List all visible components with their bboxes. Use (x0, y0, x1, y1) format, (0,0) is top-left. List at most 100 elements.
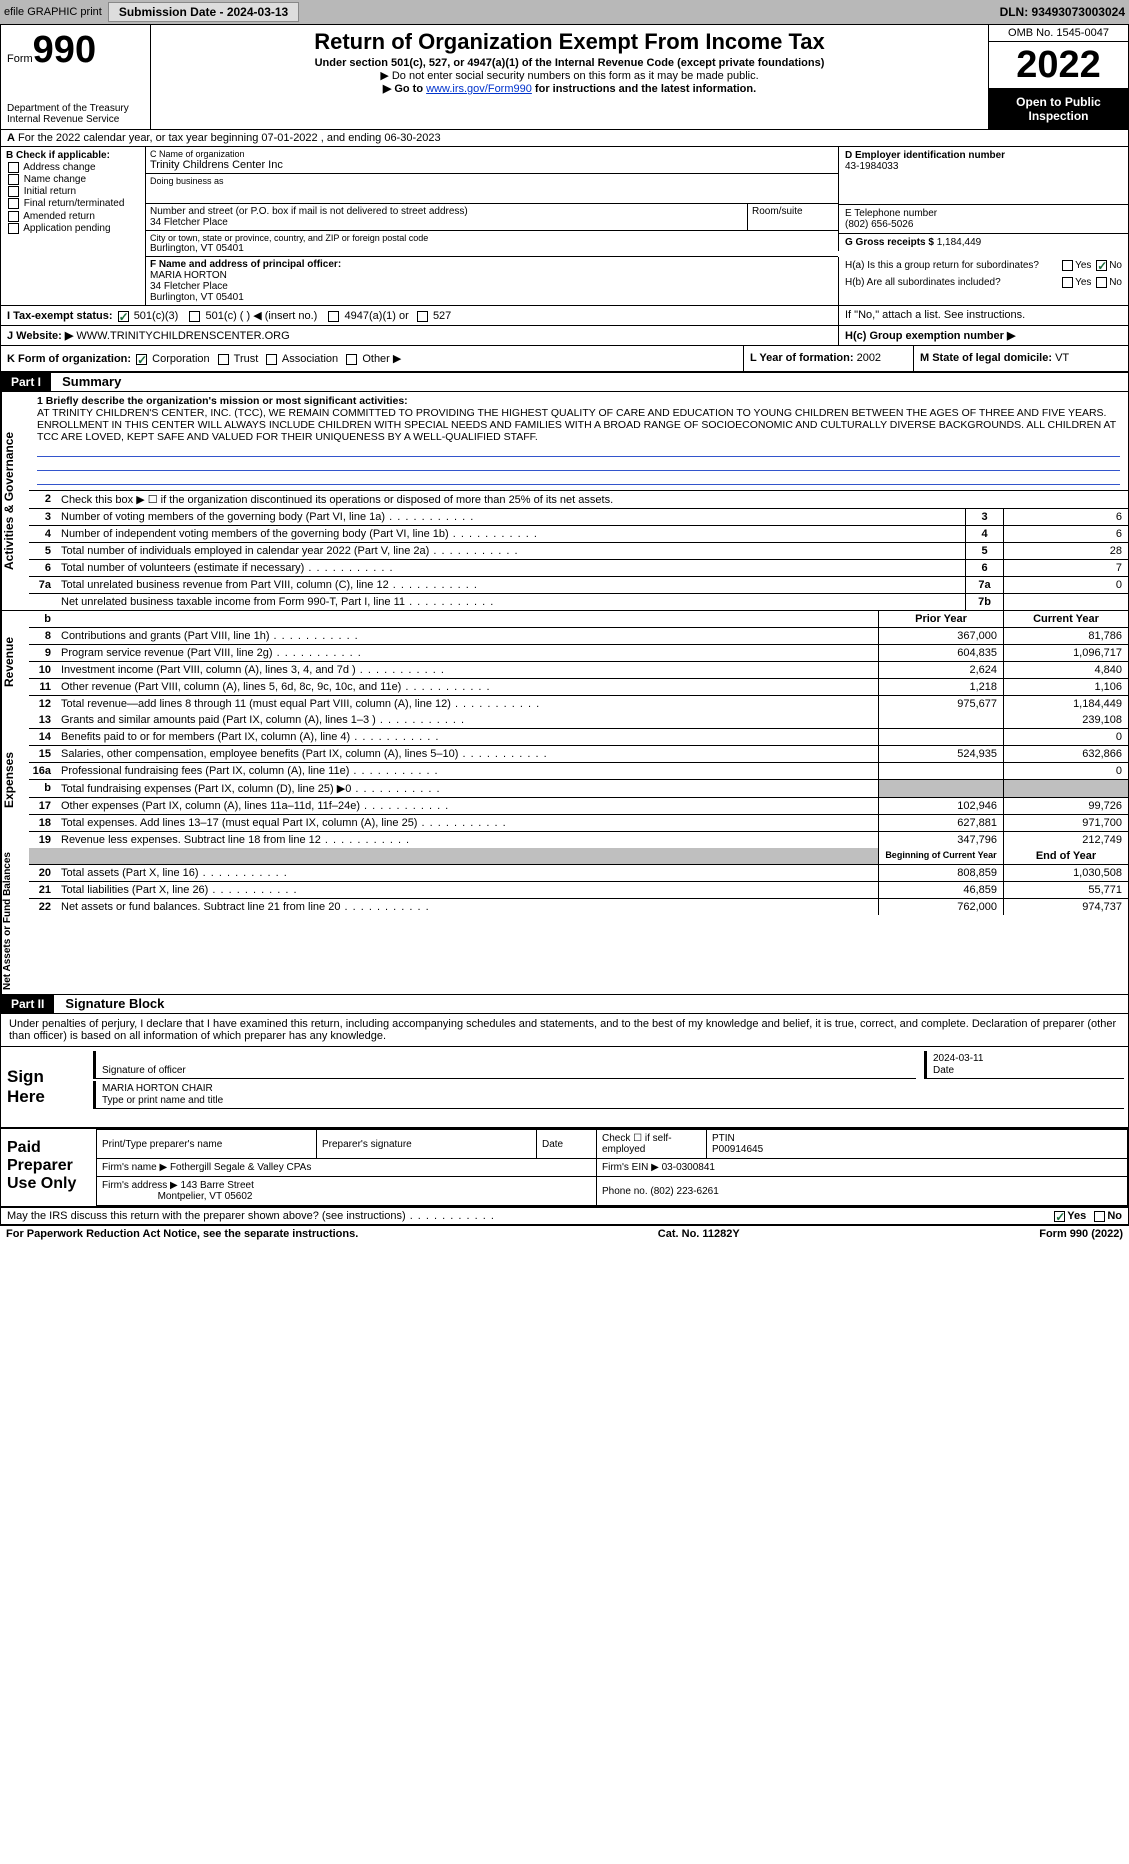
top-bar: efile GRAPHIC print Submission Date - 20… (0, 0, 1129, 24)
subtitle-3: ▶ Go to www.irs.gov/Form990 for instruct… (159, 82, 980, 95)
chk-name-change[interactable]: Name change (6, 174, 140, 185)
discuss-row: May the IRS discuss this return with the… (1, 1208, 1128, 1225)
i-row: I Tax-exempt status: 501(c)(3) 501(c) ( … (1, 306, 1128, 326)
col-h: H(a) Is this a group return for subordin… (838, 257, 1128, 305)
street-lbl: Number and street (or P.O. box if mail i… (150, 206, 743, 217)
officer-name: MARIA HORTON (150, 270, 227, 281)
ag-main: 1 Briefly describe the organization's mi… (29, 392, 1128, 610)
k-left: K Form of organization: Corporation Trus… (1, 346, 743, 371)
street-val: 34 Fletcher Place (150, 217, 743, 228)
hc-cell: H(c) Group exemption number ▶ (838, 326, 1128, 345)
sig-date-line: 2024-03-11 Date (924, 1051, 1124, 1079)
room-suite: Room/suite (748, 204, 838, 230)
j-lbl: J Website: ▶ (7, 330, 73, 342)
line-15: 15 Salaries, other compensation, employe… (29, 746, 1128, 763)
chk-initial[interactable]: Initial return (6, 186, 140, 197)
chk-final[interactable]: Final return/terminated (6, 198, 140, 209)
pra-footer: For Paperwork Reduction Act Notice, see … (0, 1226, 1129, 1242)
e-lbl: E Telephone number (845, 208, 937, 219)
col-b: B Check if applicable: Address change Na… (1, 147, 146, 305)
chk-app-pending[interactable]: Application pending (6, 223, 140, 234)
sig-lbl: Signature of officer (102, 1065, 910, 1076)
dba-lbl: Doing business as (150, 176, 834, 186)
b-title: B Check if applicable: (6, 150, 110, 161)
irs-link[interactable]: www.irs.gov/Form990 (426, 83, 532, 95)
prep-right: Print/Type preparer's name Preparer's si… (96, 1129, 1128, 1206)
discuss-no-chk[interactable] (1094, 1211, 1105, 1222)
chk-501c[interactable] (189, 311, 200, 322)
subtitle-1: Under section 501(c), 527, or 4947(a)(1)… (159, 57, 980, 69)
discuss-yes-chk[interactable] (1054, 1211, 1065, 1222)
side-ag: Activities & Governance (1, 392, 29, 610)
city-val: Burlington, VT 05401 (150, 243, 834, 254)
h-a: H(a) Is this a group return for subordin… (839, 257, 1128, 274)
ag-line-3: 3 Number of voting members of the govern… (29, 509, 1128, 526)
k-o1: Corporation (152, 353, 209, 365)
current-year-hdr: Current Year (1003, 611, 1128, 628)
k-row: K Form of organization: Corporation Trus… (1, 346, 1128, 373)
ein-val: 43-1984033 (845, 161, 898, 172)
line-19: 19 Revenue less expenses. Subtract line … (29, 832, 1128, 848)
firm-lbl: Firm's name ▶ (102, 1162, 167, 1173)
open-to-public: Open to Public Inspection (989, 89, 1128, 129)
submission-date-button[interactable]: Submission Date - 2024-03-13 (108, 2, 299, 22)
chk-assoc[interactable] (266, 354, 277, 365)
chk-other[interactable] (346, 354, 357, 365)
room-lbl: Room/suite (752, 206, 834, 217)
firm-addr-cell: Firm's address ▶ 143 Barre Street Montpe… (97, 1177, 597, 1206)
ha-yes: Yes (1075, 260, 1091, 271)
sign-right: Signature of officer 2024-03-11 Date MAR… (89, 1047, 1128, 1127)
line-8: 8 Contributions and grants (Part VIII, l… (29, 628, 1128, 645)
line-14: 14 Benefits paid to or for members (Part… (29, 729, 1128, 746)
chk-amended[interactable]: Amended return (6, 211, 140, 222)
c-name-box: C Name of organization Trinity Childrens… (146, 147, 838, 174)
firm-name-cell: Firm's name ▶ Fothergill Segale & Valley… (97, 1159, 597, 1177)
part-ii-num: Part II (1, 995, 54, 1013)
rev-main: b Prior Year Current Year 8 Contribution… (29, 611, 1128, 712)
chk-address-change[interactable]: Address change (6, 162, 140, 173)
ptin-val: P00914645 (712, 1144, 763, 1155)
k-o3: Association (282, 353, 338, 365)
prior-year-hdr: Prior Year (878, 611, 1003, 628)
firm-ein: 03-0300841 (662, 1162, 715, 1173)
addr2: Montpelier, VT 05602 (158, 1191, 253, 1202)
part-ii-bar: Part II Signature Block (1, 995, 1128, 1014)
dba-box: Doing business as (146, 174, 838, 204)
ag-line-7b: Net unrelated business taxable income fr… (29, 594, 1128, 610)
rev-section: Revenue b Prior Year Current Year 8 Cont… (1, 611, 1128, 712)
part-i-title: Summary (54, 372, 129, 391)
chk-trust[interactable] (218, 354, 229, 365)
line-13: 13 Grants and similar amounts paid (Part… (29, 712, 1128, 729)
sub3-post: for instructions and the latest informat… (532, 83, 756, 95)
chk-4947[interactable] (328, 311, 339, 322)
phone-val: (802) 656-5026 (845, 219, 913, 230)
sig-name-lbl: Type or print name and title (102, 1095, 1118, 1106)
l-val: 2002 (857, 352, 881, 364)
col-deg-upper: D Employer identification number 43-1984… (838, 147, 1128, 257)
hb-yes: Yes (1075, 277, 1091, 288)
dept-treasury: Department of the Treasury Internal Reve… (7, 103, 144, 125)
ha-no: No (1109, 260, 1122, 271)
l-cell: L Year of formation: 2002 (743, 346, 913, 371)
penalty-text: Under penalties of perjury, I declare th… (1, 1014, 1128, 1047)
sig-officer-line[interactable]: Signature of officer (93, 1051, 916, 1079)
prep-h3: Date (537, 1130, 597, 1159)
rev-col-hdr: b Prior Year Current Year (29, 611, 1128, 628)
l-lbl: L Year of formation: (750, 352, 854, 364)
line-16a: 16a Professional fundraising fees (Part … (29, 763, 1128, 780)
chk-corp[interactable] (136, 354, 147, 365)
ag-line-7a: 7a Total unrelated business revenue from… (29, 577, 1128, 594)
cat-no: Cat. No. 11282Y (658, 1228, 740, 1240)
chk-527[interactable] (417, 311, 428, 322)
hc-txt: H(c) Group exemption number ▶ (845, 330, 1015, 342)
exp-section: Expenses 13 Grants and similar amounts p… (1, 712, 1128, 848)
ein-lbl: Firm's EIN ▶ (602, 1162, 659, 1173)
org-name: Trinity Childrens Center Inc (150, 159, 834, 171)
prep-chk: Check ☐ if self-employed (597, 1130, 707, 1159)
chk-501c3[interactable] (118, 311, 129, 322)
efile-label: efile GRAPHIC print (4, 6, 102, 18)
firm-phone: (802) 223-6261 (650, 1186, 718, 1197)
header-center: Return of Organization Exempt From Incom… (151, 25, 988, 129)
officer-city: Burlington, VT 05401 (150, 292, 244, 303)
i-left: I Tax-exempt status: 501(c)(3) 501(c) ( … (1, 306, 838, 325)
